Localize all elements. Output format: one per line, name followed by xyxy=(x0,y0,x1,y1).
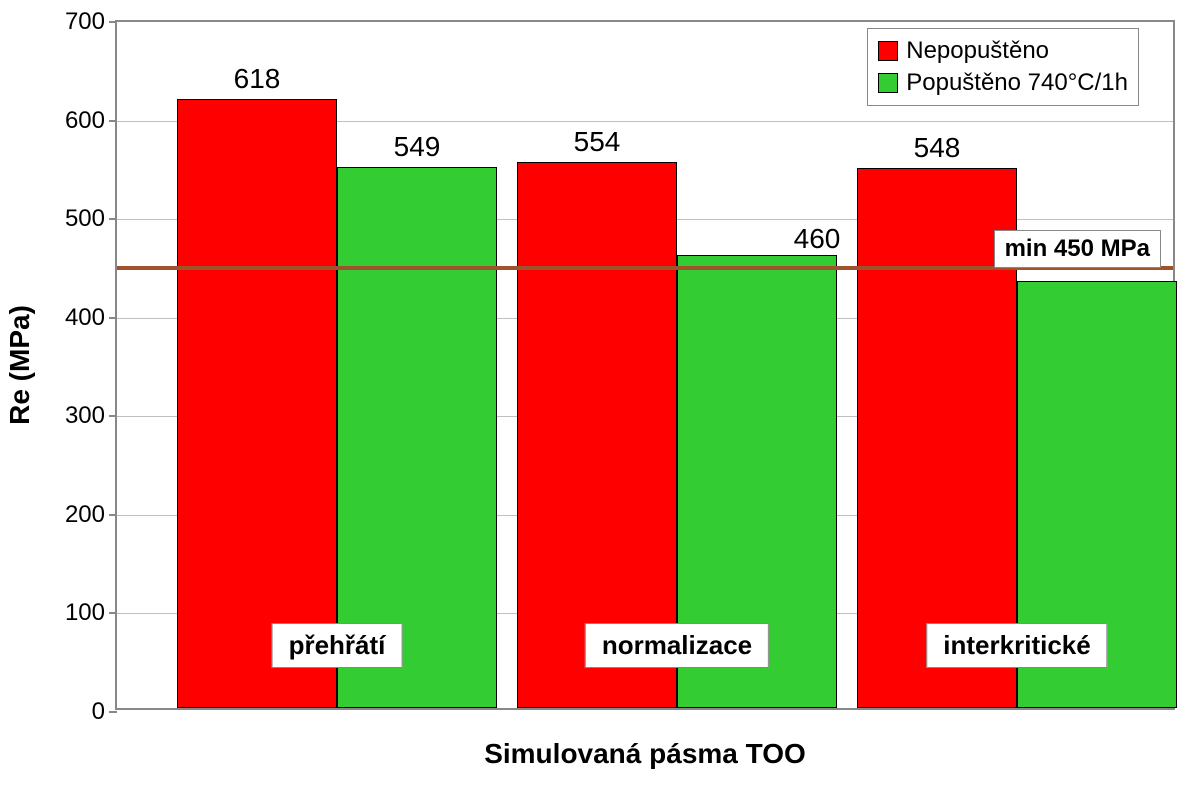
ytick-mark xyxy=(109,218,117,220)
ytick-mark xyxy=(109,612,117,614)
bar-value-label: 460 xyxy=(794,223,841,255)
ytick-mark xyxy=(109,120,117,122)
category-label: normalizace xyxy=(585,623,769,668)
legend-item: Popuštěno 740°C/1h xyxy=(878,67,1128,99)
ytick-label: 200 xyxy=(65,501,105,529)
ytick-mark xyxy=(109,711,117,713)
bar-value-label: 549 xyxy=(394,131,441,163)
ytick-label: 600 xyxy=(65,107,105,135)
category-label: interkritické xyxy=(926,623,1107,668)
bar-chart: 0 100 200 300 400 500 600 700 618 549 přehřátí 554 4… xyxy=(0,0,1202,794)
bar-value-label: 554 xyxy=(574,126,621,158)
ytick-mark xyxy=(109,317,117,319)
ytick-label: 0 xyxy=(92,698,105,726)
ytick-label: 400 xyxy=(65,304,105,332)
ytick-mark xyxy=(109,21,117,23)
x-axis-label: Simulovaná pásma TOO xyxy=(484,738,806,770)
legend-item: Nepopuštěno xyxy=(878,35,1128,67)
ytick-label: 700 xyxy=(65,8,105,36)
category-label: přehřátí xyxy=(272,623,403,668)
ytick-label: 500 xyxy=(65,205,105,233)
ytick-mark xyxy=(109,415,117,417)
reference-line-label: min 450 MPa xyxy=(994,230,1161,268)
legend-label: Popuštěno 740°C/1h xyxy=(906,69,1128,97)
plot-area: 0100200300400500600700618549přehřátí5544… xyxy=(115,20,1175,710)
ytick-mark xyxy=(109,514,117,516)
legend-label: Nepopuštěno xyxy=(906,37,1049,65)
legend-swatch xyxy=(878,73,898,93)
bar-value-label: 618 xyxy=(234,63,281,95)
ytick-label: 100 xyxy=(65,599,105,627)
bar xyxy=(177,99,337,708)
legend-swatch xyxy=(878,41,898,61)
y-axis-label: Re (MPa) xyxy=(4,305,36,425)
legend: Nepopuštěno Popuštěno 740°C/1h xyxy=(867,28,1139,106)
bar-value-label: 548 xyxy=(914,132,961,164)
ytick-label: 300 xyxy=(65,402,105,430)
